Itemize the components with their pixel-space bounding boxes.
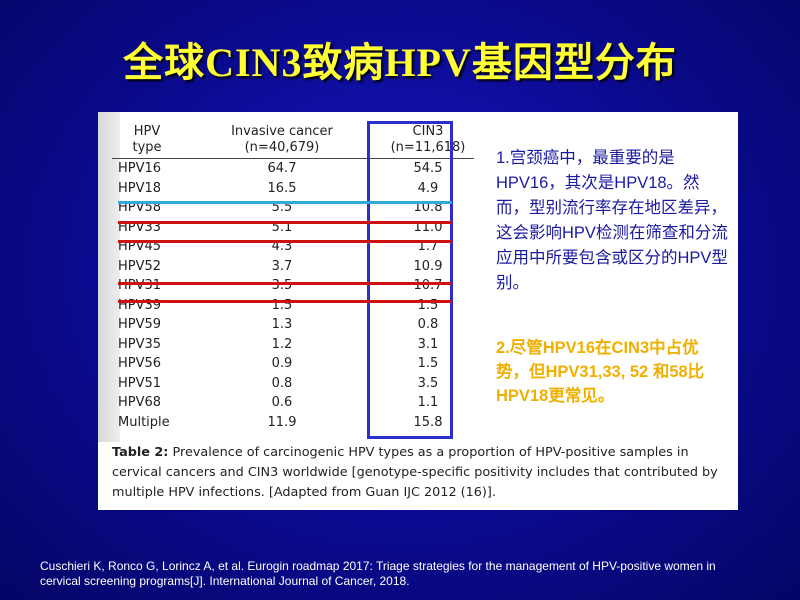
slide-title: 全球CIN3致病HPV基因型分布: [123, 40, 677, 85]
header-cin3-line2: (n=11,618): [390, 140, 466, 155]
cell-hpv-type: HPV56: [118, 356, 162, 372]
reference-citation: Cuschieri K, Ronco G, Lorincz A, et al. …: [40, 559, 716, 588]
cell-hpv-type: HPV39: [118, 297, 162, 313]
header-cin3-line1: CIN3: [412, 124, 444, 139]
table-row: HPV51 0.8 3.5: [112, 374, 474, 394]
cell-hpv-type: HPV16: [118, 161, 162, 177]
table-caption-label: Table 2:: [112, 445, 169, 460]
cell-cin3: 4.9: [417, 180, 439, 196]
cell-invasive: 4.3: [271, 239, 293, 255]
table-caption: Table 2: Prevalence of carcinogenic HPV …: [112, 443, 732, 503]
cell-invasive: 0.6: [271, 395, 293, 411]
table-row: HPV58 5.5 10.8: [112, 198, 474, 218]
table-row: HPV16 64.7 54.5: [112, 159, 474, 179]
cell-cin3: 1.1: [417, 395, 439, 411]
table-row: HPV45 4.3 1.7: [112, 237, 474, 257]
hpv18-underline: [118, 201, 452, 204]
cell-cin3: 3.5: [417, 375, 439, 391]
note-2: 2.尽管HPV16在CIN3中占优势，但HPV31,33, 52 和58比HPV…: [496, 339, 705, 405]
table-row: HPV68 0.6 1.1: [112, 393, 474, 413]
cell-invasive: 16.5: [267, 180, 297, 196]
table-row: HPV18 16.5 4.9: [112, 179, 474, 199]
table-row: HPV52 3.7 10.9: [112, 257, 474, 277]
cell-invasive: 1.3: [271, 317, 293, 333]
header-hpv-type-line1: HPV: [133, 124, 161, 139]
cell-cin3: 15.8: [413, 414, 443, 430]
cell-hpv-type: HPV52: [118, 258, 162, 274]
cell-invasive: 0.8: [271, 375, 293, 391]
table-caption-text: Prevalence of carcinogenic HPV types as …: [112, 445, 718, 500]
cell-hpv-type: Multiple: [118, 414, 170, 430]
hpv33-underline: [118, 240, 452, 243]
note-1: 1.宫颈癌中，最重要的是HPV16，其次是HPV18。然而，型别流行率存在地区差…: [496, 149, 728, 292]
cell-cin3: 54.5: [413, 161, 443, 177]
cell-hpv-type: HPV31: [118, 278, 162, 294]
header-hpv-type-line2: type: [132, 140, 162, 155]
cell-invasive: 11.9: [267, 414, 297, 430]
header-invasive-cancer: Invasive cancer (n=40,679): [182, 124, 382, 159]
cell-cin3: 1.7: [417, 239, 439, 255]
table-panel: [98, 112, 738, 510]
cell-invasive: 0.9: [271, 356, 293, 372]
cell-cin3: 3.1: [417, 336, 439, 352]
table-row: HPV35 1.2 3.1: [112, 335, 474, 355]
cell-cin3: 10.8: [413, 200, 443, 216]
cell-invasive: 3.7: [271, 258, 293, 274]
cell-hpv-type: HPV68: [118, 395, 162, 411]
cell-cin3: 1.5: [417, 356, 439, 372]
cell-invasive: 1.5: [271, 297, 293, 313]
cell-cin3: 0.8: [417, 317, 439, 333]
header-cin3: CIN3 (n=11,618): [382, 124, 474, 159]
table-row: Multiple 11.9 15.8: [112, 413, 474, 433]
cell-cin3: 10.9: [413, 258, 443, 274]
cin3-column-highlight-frame: [367, 121, 453, 439]
table-row: HPV59 1.3 0.8: [112, 315, 474, 335]
side-watermark: [98, 112, 120, 442]
cell-hpv-type: HPV18: [118, 180, 162, 196]
cell-hpv-type: HPV58: [118, 200, 162, 216]
header-hpv-type: HPV type: [112, 124, 182, 159]
table-row: HPV56 0.9 1.5: [112, 354, 474, 374]
cell-hpv-type: HPV45: [118, 239, 162, 255]
cell-invasive: 5.5: [271, 200, 293, 216]
hpv58-underline: [118, 221, 452, 224]
hpv31-underline: [118, 300, 452, 303]
cell-invasive: 1.2: [271, 336, 293, 352]
cell-invasive: 3.5: [271, 278, 293, 294]
hpv52-underline: [118, 282, 452, 285]
table-header-row: HPV type Invasive cancer (n=40,679) CIN3…: [112, 124, 474, 159]
cell-hpv-type: HPV51: [118, 375, 162, 391]
header-invasive-line2: (n=40,679): [244, 140, 320, 155]
cell-hpv-type: HPV35: [118, 336, 162, 352]
cell-hpv-type: HPV59: [118, 317, 162, 333]
header-invasive-line1: Invasive cancer: [231, 124, 333, 139]
cell-invasive: 64.7: [267, 161, 297, 177]
